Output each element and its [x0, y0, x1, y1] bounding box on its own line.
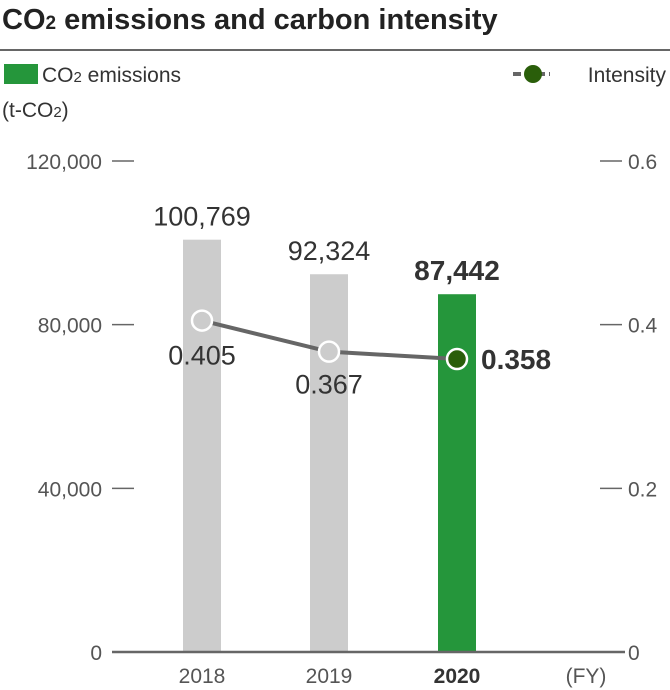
legend-line-label: Intensity	[588, 64, 667, 87]
legend-line-icon	[513, 65, 550, 83]
right-tick-label: 0.6	[628, 151, 657, 174]
right-tick-label: 0	[628, 642, 640, 665]
intensity-value-label: 0.358	[481, 344, 551, 375]
bar-value-label: 92,324	[288, 236, 371, 266]
bar-value-label: 100,769	[153, 202, 251, 232]
intensity-value-label: 0.367	[295, 370, 363, 400]
x-tick-label: 2018	[179, 665, 226, 688]
left-tick-label: 40,000	[38, 478, 102, 501]
bar-2019	[310, 274, 348, 652]
left-tick-label: 80,000	[38, 315, 102, 338]
bar-value-label: 87,442	[414, 255, 500, 286]
x-unit-label: (FY)	[566, 665, 607, 688]
chart-title: CO2 emissions and carbon intensity	[2, 4, 498, 36]
left-tick-label: 120,000	[26, 151, 102, 174]
intensity-point-2018	[190, 309, 214, 332]
y-unit-label: (t-CO2)	[2, 99, 69, 122]
legend-bar-swatch	[4, 64, 38, 84]
bar-2018	[183, 239, 221, 653]
x-tick-label: 2020	[434, 665, 481, 688]
right-tick-label: 0.2	[628, 478, 657, 501]
intensity-point-2020	[445, 347, 469, 371]
intensity-value-label: 0.405	[168, 341, 236, 371]
legend-bar-label: CO2 emissions	[42, 64, 181, 87]
left-tick-label: 0	[90, 642, 102, 665]
title-underline	[0, 49, 670, 51]
intensity-point-2019	[317, 340, 341, 363]
right-tick-label: 0.4	[628, 315, 658, 338]
x-tick-label: 2019	[306, 665, 353, 688]
